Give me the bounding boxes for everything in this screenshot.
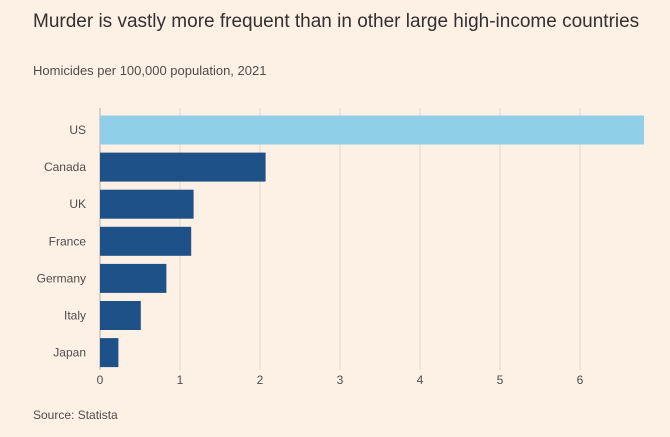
- chart-subtitle: Homicides per 100,000 population, 2021: [33, 63, 267, 78]
- x-tick-label: 4: [417, 373, 424, 387]
- x-tick-label: 3: [337, 373, 344, 387]
- category-label-uk: UK: [69, 197, 86, 211]
- x-tick-labels: 0 1 2 3 4 5 6: [97, 373, 584, 387]
- bar-canada: [100, 152, 266, 182]
- bar-germany: [100, 263, 167, 293]
- category-label-canada: Canada: [44, 160, 86, 174]
- source-note: Source: Statista: [33, 408, 118, 422]
- bar-japan: [100, 338, 119, 368]
- bars: [100, 115, 644, 368]
- category-label-italy: Italy: [64, 309, 86, 323]
- x-tick-label: 6: [577, 373, 584, 387]
- chart-title: Murder is vastly more frequent than in o…: [33, 11, 640, 32]
- bar-us: [100, 115, 644, 145]
- x-tick-label: 1: [177, 373, 184, 387]
- bar-uk: [100, 189, 194, 219]
- category-label-france: France: [49, 234, 87, 248]
- category-labels: US Canada UK France Germany Italy Japan: [37, 123, 87, 360]
- bar-france: [100, 226, 192, 256]
- category-label-japan: Japan: [53, 346, 86, 360]
- category-label-us: US: [69, 123, 86, 137]
- bar-italy: [100, 301, 141, 330]
- category-label-germany: Germany: [37, 271, 86, 285]
- x-tick-label: 5: [497, 373, 504, 387]
- x-tick-label: 0: [97, 373, 104, 387]
- x-tick-label: 2: [257, 373, 264, 387]
